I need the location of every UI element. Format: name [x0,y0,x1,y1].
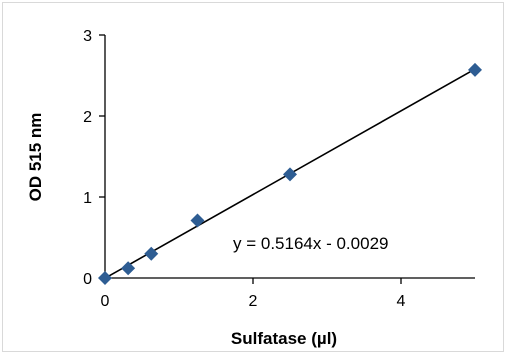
x-tick-label: 2 [249,293,258,310]
y-tick-label: 2 [83,109,92,126]
axes [104,35,475,279]
chart-frame [2,2,504,352]
data-point [144,246,159,261]
y-tick-label: 0 [83,271,92,288]
data-points [98,62,482,285]
data-point [283,167,297,182]
y-tick-label: 1 [83,190,92,207]
x-axis-title: Sulfatase (µl) [231,329,337,348]
y-tick-label: 3 [83,28,92,45]
x-tick-label: 0 [101,293,110,310]
data-point [190,213,205,228]
trendline-equation: y = 0.5164x - 0.0029 [233,234,388,253]
data-point [468,62,482,77]
data-point [121,261,136,276]
data-point [98,271,112,285]
y-axis-title: OD 515 nm [26,113,45,202]
x-tick-label: 4 [397,293,406,310]
